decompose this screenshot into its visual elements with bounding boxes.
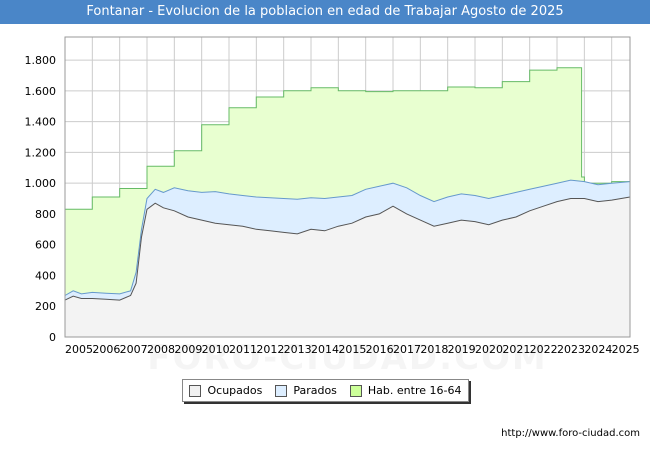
x-tick-label: 2024 [584, 343, 612, 356]
series-line-parados [64, 179, 631, 296]
legend-item-parados: Parados [275, 384, 337, 397]
legend-label-hab: Hab. entre 16-64 [367, 384, 462, 397]
legend-label-ocupados: Ocupados [207, 384, 263, 397]
legend-item-hab: Hab. entre 16-64 [349, 384, 462, 397]
legend-swatch-parados [275, 384, 288, 397]
x-tick-label: 2019 [448, 343, 476, 356]
x-tick-label: 2017 [393, 343, 421, 356]
x-tick-label: 2023 [557, 343, 585, 356]
y-tick-label: 1.400 [25, 116, 57, 129]
y-tick-label: 400 [35, 269, 56, 282]
y-tick-label: 600 [35, 239, 56, 252]
axes: 0 200 400 600 800 1.000 1.200 1.400 1.600 1.800 20… [25, 36, 640, 378]
source-link[interactable]: http://www.foro-ciudad.com [501, 428, 640, 439]
x-tick-label: 2018 [420, 343, 448, 356]
x-tick-label: 2021 [502, 343, 530, 356]
y-tick-label: 200 [35, 300, 56, 313]
series-line-hab-entre-16-64 [65, 67, 630, 210]
x-tick-label: 2008 [147, 343, 175, 356]
series-line-ocupados [64, 196, 631, 301]
x-tick-label: 2020 [475, 343, 503, 356]
legend-item-ocupados: Ocupados [189, 384, 262, 397]
x-tick-label: 2016 [366, 343, 394, 356]
x-tick-label: 2025 [612, 343, 640, 356]
chart-title: Fontanar - Evolucion de la poblacion en … [0, 0, 650, 24]
legend: Ocupados Parados Hab. entre 16-64 [182, 379, 469, 402]
series-layer [64, 67, 631, 338]
x-tick-label: 2022 [530, 343, 558, 356]
chart-area: 0 200 400 600 800 1.000 1.200 1.400 1.600 1.800 20… [0, 24, 650, 450]
legend-swatch-hab [349, 384, 362, 397]
legend-swatch-ocupados [189, 384, 202, 397]
series-area-ocupados [65, 197, 630, 337]
x-tick-label: 2013 [284, 343, 312, 356]
y-tick-label: 1.600 [25, 85, 57, 98]
x-tick-label: 2015 [338, 343, 366, 356]
y-tick-label: 1.800 [25, 54, 57, 67]
watermark: FORO-CIUDAD.COM [147, 338, 548, 378]
population-chart: 0 200 400 600 800 1.000 1.200 1.400 1.600 1.800 20… [25, 36, 640, 378]
x-tick-label: 2009 [174, 343, 202, 356]
y-tick-label: 0 [49, 331, 56, 344]
legend-label-parados: Parados [293, 384, 337, 397]
x-tick-label: 2006 [92, 343, 120, 356]
plot-border [64, 36, 631, 338]
x-tick-label: 2010 [202, 343, 230, 356]
x-tick-label: 2012 [256, 343, 284, 356]
y-tick-label: 1.200 [25, 146, 57, 159]
x-tick-label: 2011 [229, 343, 257, 356]
x-tick-label: 2005 [65, 343, 93, 356]
y-tick-label: 800 [35, 208, 56, 221]
x-tick-label: 2007 [120, 343, 148, 356]
x-tick-label: 2014 [311, 343, 339, 356]
y-tick-label: 1.000 [25, 177, 57, 190]
